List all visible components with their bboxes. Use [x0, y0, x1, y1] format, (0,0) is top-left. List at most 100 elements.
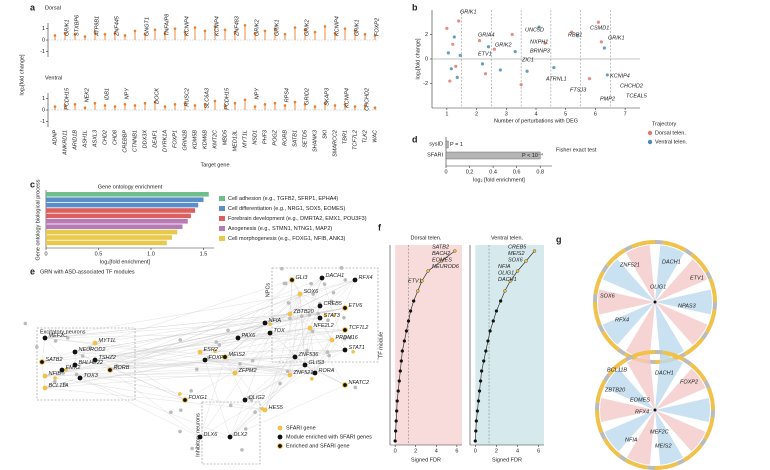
- edge: [314, 279, 356, 374]
- gene-label: UNC5D: [525, 27, 544, 33]
- gene-label: PAX6: [242, 333, 257, 339]
- point: [484, 349, 488, 353]
- gene-label: KCNIP4: [214, 16, 220, 36]
- gene-label: TSHZ2: [99, 355, 116, 361]
- edge: [109, 305, 321, 371]
- point: [193, 26, 197, 29]
- axis-title: Number of perturbations with DEG: [494, 118, 578, 124]
- edge: [44, 337, 81, 379]
- node: [238, 361, 242, 366]
- node: [39, 359, 45, 365]
- legend-swatch: [277, 434, 283, 440]
- ring-segment: [597, 271, 605, 280]
- point: [406, 319, 411, 323]
- node: [202, 357, 208, 363]
- node: [217, 343, 222, 347]
- gene-label: BCL11A: [49, 383, 69, 389]
- node: [332, 313, 336, 318]
- background-band: [395, 245, 462, 445]
- node: [53, 339, 58, 343]
- edge: [229, 409, 266, 438]
- node: [197, 349, 203, 355]
- edge: [61, 356, 296, 371]
- axis-title: Signed FDR: [492, 457, 522, 463]
- gene-label: STXBP6: [74, 14, 80, 36]
- panel-label: e: [30, 266, 35, 276]
- ring-segment: [705, 271, 713, 280]
- ring-segment: [676, 458, 686, 466]
- chord: [604, 410, 655, 452]
- point: [173, 103, 177, 106]
- node: [319, 275, 325, 281]
- point: [323, 101, 327, 105]
- gene-label: GRIK1: [354, 19, 360, 36]
- legend-label: Cell morphogenesis (e.g., FOXG1, NFIB, A…: [228, 236, 346, 242]
- node: [42, 385, 48, 391]
- chord: [655, 245, 685, 302]
- point: [513, 50, 517, 54]
- point: [243, 98, 247, 102]
- x-tick-label: CHD8: [112, 129, 118, 145]
- x-tick-label: RORB: [282, 130, 288, 146]
- x-tick-label: DDX3X: [142, 130, 148, 149]
- ring-segment: [709, 417, 715, 426]
- ring-segment: [639, 350, 648, 356]
- point: [543, 41, 547, 45]
- point: [273, 27, 277, 30]
- point: [458, 53, 462, 57]
- node: [53, 376, 57, 380]
- point: [474, 429, 478, 433]
- gene-label: GRIK1: [460, 9, 477, 15]
- point: [486, 45, 491, 49]
- legend-label: SFARI gene: [286, 425, 316, 431]
- ring-segment: [662, 464, 671, 470]
- ring-segment: [612, 362, 621, 371]
- ring-segment: [654, 240, 664, 245]
- edge: [204, 359, 231, 438]
- node: [23, 321, 28, 326]
- gene-label: OLIG1: [498, 270, 514, 276]
- edge: [199, 313, 291, 353]
- gene-label: KCNIP4: [334, 16, 340, 36]
- legend-swatch: [219, 196, 225, 201]
- gene-label: FOXP2: [680, 379, 698, 385]
- gene-label: EOMES: [630, 397, 650, 403]
- ring-segment: [669, 242, 679, 249]
- axis-title: Gene ontology biological process: [35, 179, 41, 260]
- point: [63, 31, 67, 35]
- point: [552, 65, 556, 70]
- gene-label: SOX6: [304, 289, 320, 295]
- x-tick-label: ASH1L: [82, 130, 88, 148]
- point: [404, 329, 409, 333]
- ring-segment: [682, 358, 692, 366]
- point: [524, 259, 528, 263]
- ring-segment: [601, 264, 610, 274]
- point: [263, 103, 267, 106]
- y-tick-label: -1: [40, 49, 45, 55]
- point: [494, 309, 499, 313]
- gene-label: RFX4: [635, 409, 649, 415]
- x-tick-label: TLK2: [362, 130, 368, 143]
- edge: [44, 337, 226, 358]
- node: [227, 434, 233, 440]
- node: [53, 379, 57, 384]
- node: [247, 395, 251, 400]
- edge: [44, 364, 76, 389]
- gene-label: TCF7L2: [349, 325, 369, 331]
- edge: [224, 277, 323, 358]
- x-tick-label: NSD1: [252, 130, 258, 145]
- legend-label: Module enriched with SFARI genes: [286, 434, 372, 440]
- node: [323, 313, 328, 318]
- ring-segment: [612, 449, 621, 458]
- x-tick-label: MED13L: [232, 130, 238, 151]
- chord: [655, 410, 706, 452]
- bar: [46, 197, 204, 202]
- point: [455, 75, 459, 79]
- ring-segment: [624, 354, 634, 362]
- gene-label: NPAS3: [678, 303, 697, 309]
- region-label: Inhibitory neurons: [195, 413, 201, 457]
- point: [183, 30, 187, 34]
- x-tick-label: CTNNB1: [132, 130, 138, 152]
- chord: [655, 368, 706, 410]
- gene-label: MEF2C: [49, 333, 68, 339]
